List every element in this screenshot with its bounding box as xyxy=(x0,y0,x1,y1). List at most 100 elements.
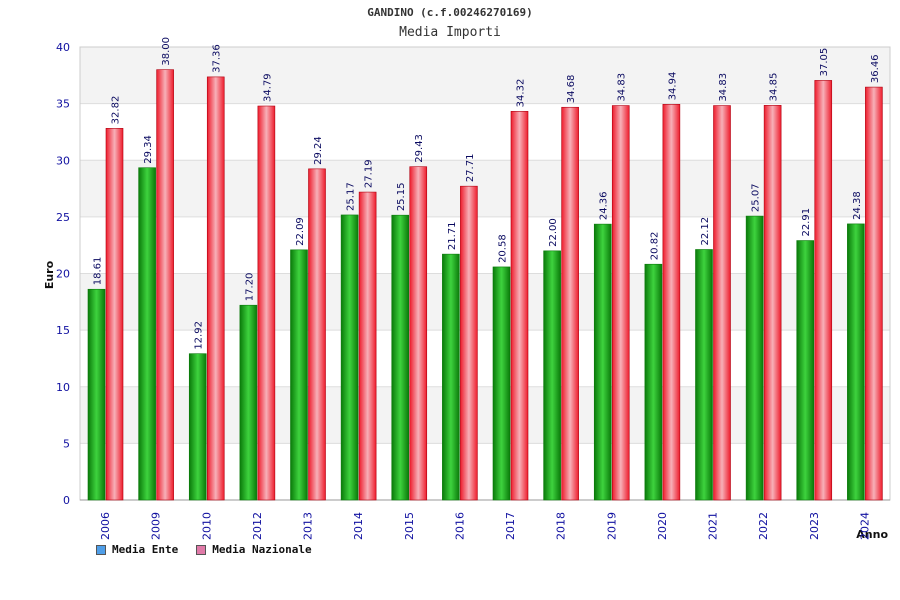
data-label-nazionale: 36.46 xyxy=(870,54,881,83)
x-tick-label: 2022 xyxy=(757,512,770,540)
x-tick-label: 2019 xyxy=(605,512,618,540)
bar-media-nazionale xyxy=(814,80,833,501)
y-tick-label: 35 xyxy=(56,98,70,111)
data-label-ente: 25.17 xyxy=(346,182,357,211)
data-label-nazionale: 37.05 xyxy=(819,48,830,77)
y-tick-label: 0 xyxy=(63,494,70,507)
bar-media-nazionale xyxy=(105,128,124,501)
data-label-nazionale: 29.43 xyxy=(414,134,425,163)
data-label-nazionale: 27.19 xyxy=(364,159,375,188)
bar-media-nazionale xyxy=(510,111,529,501)
y-tick-label: 40 xyxy=(56,41,70,54)
data-label-nazionale: 34.85 xyxy=(769,73,780,102)
y-tick-label: 30 xyxy=(56,154,70,167)
data-label-nazionale: 34.94 xyxy=(667,72,678,101)
x-tick-label: 2006 xyxy=(99,512,112,540)
data-label-nazionale: 34.83 xyxy=(718,73,729,102)
bar-media-nazionale xyxy=(865,86,883,501)
legend-item-nazionale: Media Nazionale xyxy=(196,543,312,556)
bar-media-nazionale xyxy=(308,168,326,501)
x-tick-label: 2009 xyxy=(150,512,163,540)
bar-media-nazionale xyxy=(206,76,225,501)
data-label-nazionale: 37.36 xyxy=(212,44,223,73)
legend-swatch-ente xyxy=(96,544,106,555)
data-label-ente: 18.61 xyxy=(93,257,104,286)
legend-item-ente: Media Ente xyxy=(96,543,178,556)
data-label-nazionale: 32.82 xyxy=(111,96,122,125)
legend-label-nazionale: Media Nazionale xyxy=(212,543,312,556)
x-tick-label: 2024 xyxy=(858,512,871,540)
legend-swatch-nazionale xyxy=(196,544,207,555)
bar-media-ente xyxy=(188,353,207,501)
bar-media-ente xyxy=(492,266,511,501)
data-label-nazionale: 34.79 xyxy=(262,73,273,102)
bar-media-ente xyxy=(695,249,713,501)
y-tick-label: 10 xyxy=(56,381,70,394)
x-tick-label: 2021 xyxy=(707,512,720,540)
data-label-nazionale: 27.71 xyxy=(465,154,476,183)
bar-media-ente xyxy=(290,249,308,501)
legend: Media Ente Media Nazionale xyxy=(96,543,312,556)
bar-media-nazionale xyxy=(763,105,782,501)
legend-label-ente: Media Ente xyxy=(112,543,179,556)
bar-media-nazionale xyxy=(156,69,174,501)
bar-media-ente xyxy=(391,214,410,501)
bar-media-ente xyxy=(644,263,663,501)
x-tick-label: 2013 xyxy=(302,512,315,540)
y-tick-label: 5 xyxy=(63,437,70,450)
bar-media-nazionale xyxy=(713,105,731,501)
data-label-nazionale: 34.83 xyxy=(617,73,628,102)
data-label-ente: 20.58 xyxy=(498,234,509,263)
data-label-nazionale: 34.32 xyxy=(516,79,527,108)
data-label-ente: 29.34 xyxy=(143,135,154,164)
bar-media-nazionale xyxy=(662,104,681,501)
bar-media-ente xyxy=(138,167,156,501)
chart-title: GANDINO (c.f.00246270169) xyxy=(367,6,533,19)
bar-media-ente xyxy=(340,214,359,501)
data-label-ente: 25.15 xyxy=(396,183,407,212)
x-tick-label: 2018 xyxy=(555,512,568,540)
data-label-ente: 24.36 xyxy=(599,191,610,220)
bar-media-ente xyxy=(745,215,764,501)
x-tick-label: 2016 xyxy=(453,512,466,540)
x-tick-label: 2017 xyxy=(504,512,517,540)
data-label-ente: 20.82 xyxy=(649,232,660,261)
bar-media-ente xyxy=(847,223,865,501)
data-label-ente: 22.91 xyxy=(801,208,812,237)
data-label-ente: 22.09 xyxy=(295,217,306,246)
bar-media-ente xyxy=(593,223,612,501)
bar-media-nazionale xyxy=(611,105,630,501)
bar-media-ente xyxy=(543,250,561,501)
data-label-ente: 22.00 xyxy=(548,218,559,247)
data-label-ente: 25.07 xyxy=(751,183,762,212)
x-tick-label: 2014 xyxy=(352,512,365,540)
bar-media-nazionale xyxy=(561,106,579,501)
bar-media-ente xyxy=(87,288,106,501)
y-axis-label: Euro xyxy=(43,260,56,289)
x-tick-label: 2010 xyxy=(200,512,213,540)
data-label-ente: 21.71 xyxy=(447,221,458,250)
x-tick-label: 2020 xyxy=(656,512,669,540)
bar-media-nazionale xyxy=(460,185,478,501)
data-label-nazionale: 34.68 xyxy=(566,75,577,104)
bar-media-ente xyxy=(239,304,258,501)
x-tick-label: 2023 xyxy=(808,512,821,540)
y-tick-label: 20 xyxy=(56,268,70,281)
y-tick-label: 25 xyxy=(56,211,70,224)
x-axis-label: Anno xyxy=(856,528,888,541)
data-label-ente: 17.20 xyxy=(244,273,255,302)
bar-media-nazionale xyxy=(358,191,377,501)
chart-subtitle: Media Importi xyxy=(399,25,501,40)
bar-media-ente xyxy=(442,253,460,501)
bar-media-nazionale xyxy=(409,166,428,501)
bar-media-nazionale xyxy=(257,105,276,501)
x-tick-label: 2015 xyxy=(403,512,416,540)
y-tick-label: 15 xyxy=(56,324,70,337)
data-label-nazionale: 29.24 xyxy=(313,136,324,165)
bar-media-ente xyxy=(796,240,815,501)
data-label-nazionale: 38.00 xyxy=(161,37,172,66)
x-tick-label: 2012 xyxy=(251,512,264,540)
data-label-ente: 24.38 xyxy=(852,191,863,220)
